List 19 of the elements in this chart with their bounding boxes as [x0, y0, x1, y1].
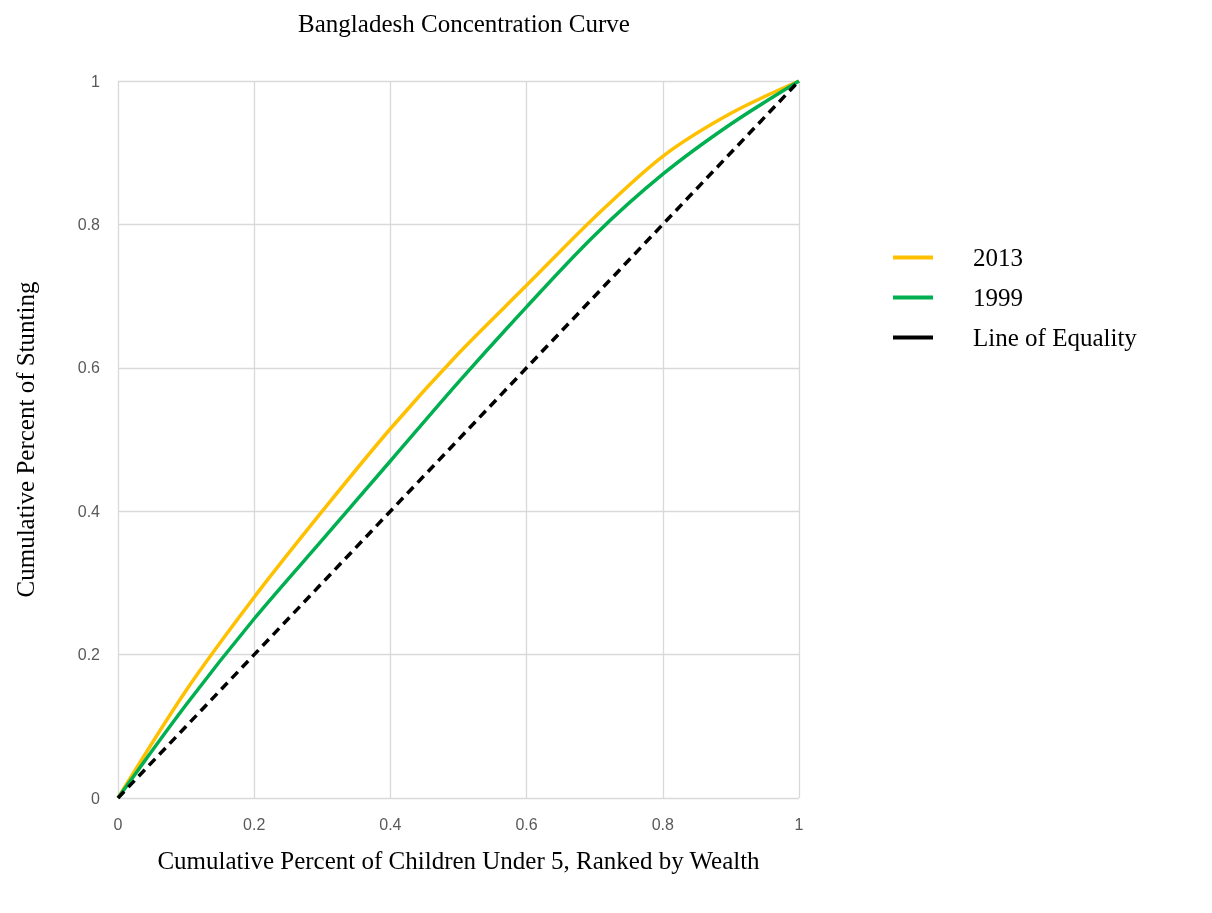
x-tick-label: 0.4 — [379, 815, 402, 833]
legend-label: Line of Equality — [973, 324, 1138, 351]
x-tick-label: 0.2 — [243, 815, 266, 833]
x-tick-label: 0.8 — [651, 815, 675, 833]
x-tick-label: 0 — [113, 815, 123, 833]
y-tick-label: 0.4 — [77, 502, 101, 520]
y-axis-title: Cumulative Percent of Stunting — [12, 281, 39, 598]
y-tick-label: 0.6 — [77, 359, 101, 377]
line-series — [116, 79, 801, 800]
x-tick-label: 1 — [794, 815, 804, 833]
x-axis-title: Cumulative Percent of Children Under 5, Ranked by Wealth — [157, 847, 761, 874]
y-tick-label: 1 — [91, 72, 101, 90]
legend-label: 2013 — [973, 244, 1023, 271]
chart-title: Bangladesh Concentration Curve — [298, 10, 630, 37]
legend-label: 1999 — [973, 284, 1023, 311]
y-tick-label: 0 — [91, 789, 101, 807]
y-tick-label: 0.2 — [77, 646, 101, 664]
x-tick-label: 0.6 — [515, 815, 538, 833]
y-tick-label: 0.8 — [77, 215, 101, 233]
